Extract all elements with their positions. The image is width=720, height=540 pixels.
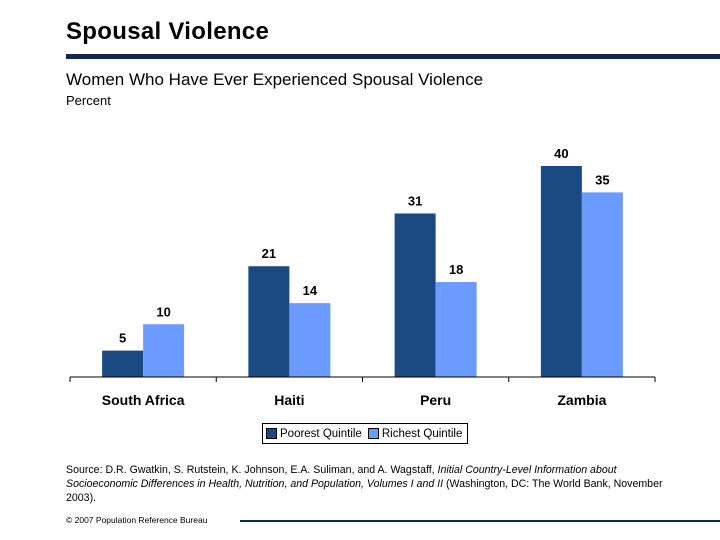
category-label-haiti: Haiti bbox=[274, 392, 304, 408]
bar-zambia-richest-quintile bbox=[581, 192, 623, 377]
bar-haiti-richest-quintile bbox=[289, 303, 331, 377]
title-rule bbox=[66, 54, 720, 59]
slide-title: Spousal Violence bbox=[66, 18, 270, 45]
bar-south-africa-richest-quintile bbox=[143, 324, 185, 377]
chart-title: Women Who Have Ever Experienced Spousal … bbox=[66, 70, 484, 89]
data-label-peru-poorest-quintile: 31 bbox=[408, 193, 422, 208]
footer-rule bbox=[240, 520, 720, 522]
source-prefix: Source: D.R. Gwatkin, S. Rutstein, K. Jo… bbox=[66, 464, 438, 476]
source-suffix: (Washington, DC: The World Bank, Novembe… bbox=[66, 478, 663, 504]
bar-zambia-poorest-quintile bbox=[540, 166, 582, 377]
bar-peru-richest-quintile bbox=[435, 282, 477, 377]
legend-item-richest: Richest Quintile bbox=[367, 427, 463, 440]
data-label-south-africa-poorest-quintile: 5 bbox=[119, 331, 126, 346]
bar-haiti-poorest-quintile bbox=[248, 266, 290, 377]
data-label-south-africa-richest-quintile: 10 bbox=[156, 304, 170, 319]
source-italic-title: Initial Country-Level Information about … bbox=[66, 464, 617, 490]
bar-peru-poorest-quintile bbox=[394, 213, 436, 377]
footer-copyright: © 2007 Population Reference Bureau bbox=[66, 515, 208, 525]
legend-item-poorest: Poorest Quintile bbox=[266, 428, 362, 440]
category-label-zambia: Zambia bbox=[557, 392, 606, 408]
source-citation: Source: D.R. Gwatkin, S. Rutstein, K. Jo… bbox=[66, 463, 666, 505]
data-label-peru-richest-quintile: 18 bbox=[449, 262, 463, 277]
data-label-zambia-poorest-quintile: 40 bbox=[554, 146, 568, 161]
legend-label-poorest: Poorest Quintile bbox=[280, 427, 362, 440]
category-label-peru: Peru bbox=[420, 392, 451, 408]
data-label-haiti-poorest-quintile: 21 bbox=[262, 246, 276, 261]
category-label-south-africa: South Africa bbox=[102, 392, 185, 408]
legend-label-richest: Richest Quintile bbox=[381, 427, 463, 440]
bar-chart: 5 10 South Africa 21 14 Haiti 31 18 Peru 40 35 Zamb… bbox=[69, 146, 656, 408]
legend-swatch-poorest bbox=[266, 428, 277, 439]
chart-legend: Poorest Quintile Richest Quintile bbox=[262, 423, 469, 444]
bar-south-africa-poorest-quintile bbox=[102, 350, 144, 377]
data-label-zambia-richest-quintile: 35 bbox=[595, 172, 609, 187]
chart-unit-label: Percent bbox=[66, 93, 111, 108]
legend-swatch-richest bbox=[367, 428, 379, 439]
data-label-haiti-richest-quintile: 14 bbox=[303, 283, 318, 298]
